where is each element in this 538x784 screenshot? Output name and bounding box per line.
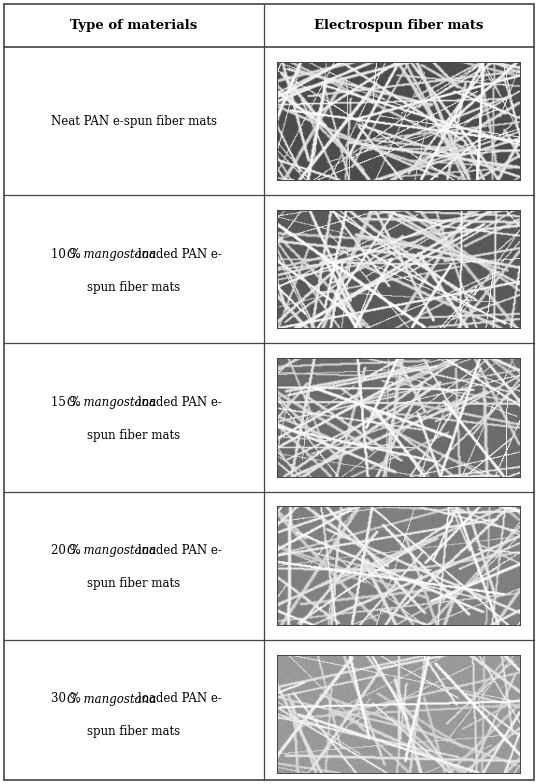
Text: spun fiber mats: spun fiber mats: [88, 577, 181, 590]
Text: Electrospun fiber mats: Electrospun fiber mats: [314, 19, 483, 32]
Text: spun fiber mats: spun fiber mats: [88, 281, 181, 293]
Text: 20 %: 20 %: [51, 544, 84, 557]
Text: G. mangostana: G. mangostana: [67, 544, 157, 557]
Text: G. mangostana: G. mangostana: [67, 692, 157, 706]
Text: spun fiber mats: spun fiber mats: [88, 429, 181, 441]
Text: Neat PAN e-spun fiber mats: Neat PAN e-spun fiber mats: [51, 114, 217, 128]
Text: -loaded PAN e-: -loaded PAN e-: [134, 692, 222, 706]
Text: spun fiber mats: spun fiber mats: [88, 725, 181, 738]
Text: 15 %: 15 %: [51, 396, 84, 409]
Text: G. mangostana: G. mangostana: [67, 396, 157, 409]
Text: -loaded PAN e-: -loaded PAN e-: [134, 544, 222, 557]
Text: Type of materials: Type of materials: [70, 19, 197, 32]
Text: G. mangostana: G. mangostana: [67, 248, 157, 261]
Text: 10 %: 10 %: [51, 248, 84, 261]
Text: -loaded PAN e-: -loaded PAN e-: [134, 396, 222, 409]
Text: 30 %: 30 %: [51, 692, 84, 706]
Text: -loaded PAN e-: -loaded PAN e-: [134, 248, 222, 261]
